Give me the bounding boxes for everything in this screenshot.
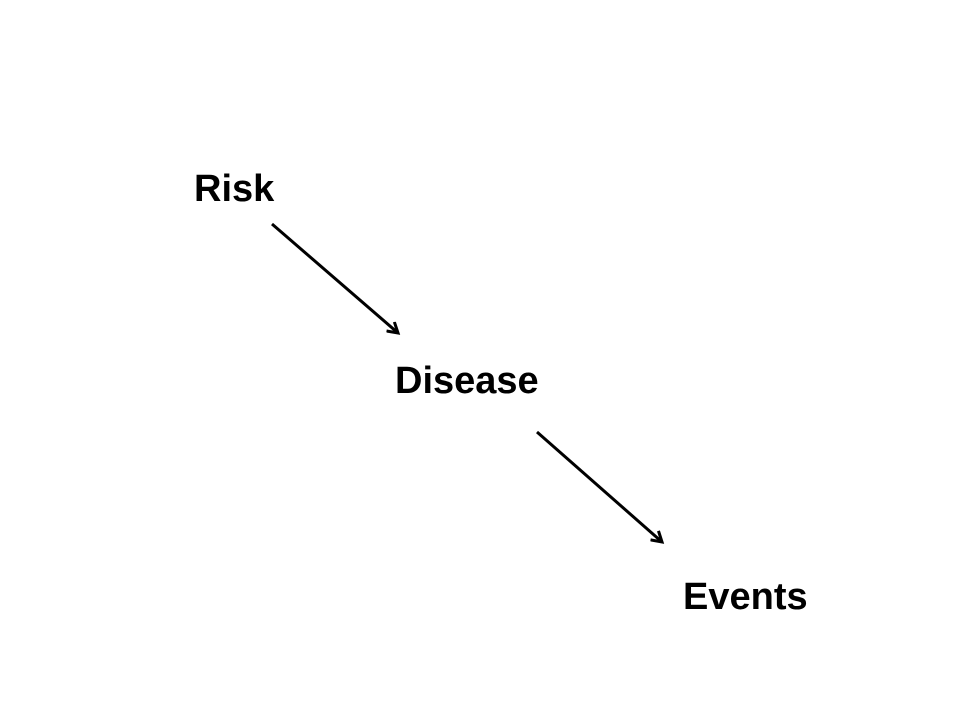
arrow-risk-to-disease <box>271 222 398 333</box>
node-events: Events <box>683 576 808 618</box>
arrow-disease-to-events <box>536 430 662 542</box>
node-risk: Risk <box>194 168 275 210</box>
node-disease: Disease <box>395 360 539 402</box>
